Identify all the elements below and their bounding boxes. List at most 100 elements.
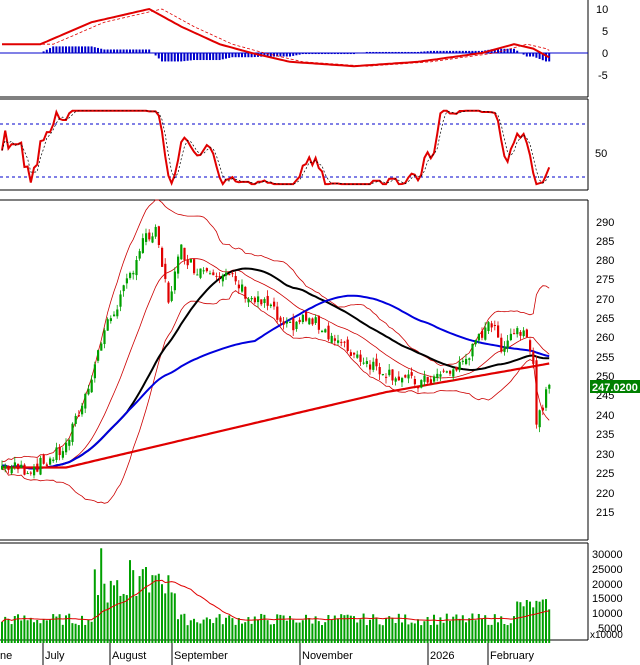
price-tick: 285 (596, 236, 614, 248)
volume-bar (161, 584, 163, 643)
volume-bar (257, 619, 259, 643)
candle-body (385, 376, 388, 378)
volume-bar (26, 620, 29, 643)
candle-body (317, 315, 320, 330)
volume-bar (13, 616, 16, 643)
volume-bar (506, 625, 509, 643)
volume-bar (122, 593, 125, 643)
candle-body (391, 369, 394, 381)
candle-body (77, 415, 80, 417)
candle-body (349, 352, 352, 356)
volume-bar (260, 613, 263, 643)
candle-body (23, 464, 26, 475)
price-tick: 225 (596, 468, 614, 480)
volume-bar (164, 593, 167, 643)
volume-tick: 30000 (592, 549, 623, 561)
candle-body (333, 338, 336, 341)
volume-bar (237, 618, 240, 643)
volume-bar (218, 614, 221, 643)
volume-bar (151, 575, 154, 643)
volume-bar (103, 583, 106, 643)
candle-body (17, 464, 20, 470)
volume-bar (100, 548, 103, 643)
candle-body (125, 278, 128, 284)
volume-bar (314, 616, 317, 643)
volume-bar (177, 619, 179, 643)
candle-body (253, 297, 256, 303)
candle-body (13, 462, 16, 467)
candle-body (148, 232, 151, 240)
volume-bar (439, 617, 442, 643)
volume-bar (273, 624, 275, 643)
candle-body (93, 364, 96, 379)
candle-body (407, 374, 410, 379)
volume-bar (407, 624, 410, 643)
volume-bar (545, 599, 547, 643)
candle-body (164, 263, 167, 279)
candle-body (324, 329, 327, 333)
volume-bar (193, 618, 195, 643)
candle-body (417, 387, 420, 389)
volume-bar (410, 622, 413, 643)
volume-bar (119, 595, 122, 643)
candle-body (404, 375, 407, 378)
macd-tick: 5 (602, 26, 608, 38)
volume-bar (52, 614, 55, 643)
volume-bar (500, 616, 503, 643)
candle-body (167, 282, 170, 303)
candle-body (26, 473, 29, 475)
ma200-line (2, 362, 550, 469)
candle-body (321, 330, 324, 333)
volume-bar (276, 614, 279, 643)
volume-bar (503, 624, 506, 643)
volume-bar (138, 576, 141, 643)
volume-bar (391, 617, 394, 643)
candle-body (301, 314, 304, 323)
volume-bar (250, 623, 253, 643)
stoch-tick: 50 (595, 148, 607, 160)
price-tick: 240 (596, 410, 614, 422)
candle-body (493, 325, 496, 327)
candle-body (113, 314, 116, 317)
candle-body (161, 247, 164, 267)
volume-bar (487, 624, 490, 643)
volume-bar (266, 620, 269, 643)
candle-body (45, 464, 48, 466)
volume-bar (449, 620, 451, 643)
volume-bar (529, 601, 531, 643)
candle-body (353, 352, 356, 355)
candle-body (61, 451, 64, 458)
volume-bar (68, 613, 71, 643)
volume-bar (343, 615, 346, 643)
volume-tick: 25000 (592, 564, 623, 576)
volume-bar (324, 622, 327, 643)
volume-bar (353, 616, 355, 643)
candle-body (20, 464, 23, 469)
volume-tick: 5000 (598, 623, 622, 635)
candle-body (292, 318, 295, 331)
volume-bar (317, 621, 320, 643)
x-axis-label: November (302, 650, 353, 662)
volume-bar (93, 569, 96, 643)
volume-bar (289, 615, 291, 643)
candle-body (375, 358, 378, 367)
volume-bar (39, 623, 42, 643)
candle-body (397, 376, 400, 381)
volume-bar (397, 613, 400, 643)
volume-bar (413, 623, 416, 643)
macd-tick: -5 (598, 70, 608, 82)
candle-body (237, 284, 240, 289)
volume-bar (33, 622, 35, 643)
volume-bar (253, 616, 256, 643)
volume-bar (20, 620, 23, 643)
candle-body (241, 284, 244, 292)
volume-bar (445, 613, 448, 643)
candle-body (529, 340, 532, 352)
volume-unit-label: x10000 (590, 630, 623, 641)
x-axis-label: August (112, 650, 146, 662)
candle-body (36, 463, 39, 472)
price-panel (1, 199, 551, 504)
candle-body (215, 275, 218, 277)
volume-bar (71, 623, 74, 643)
candle-body (369, 364, 372, 370)
